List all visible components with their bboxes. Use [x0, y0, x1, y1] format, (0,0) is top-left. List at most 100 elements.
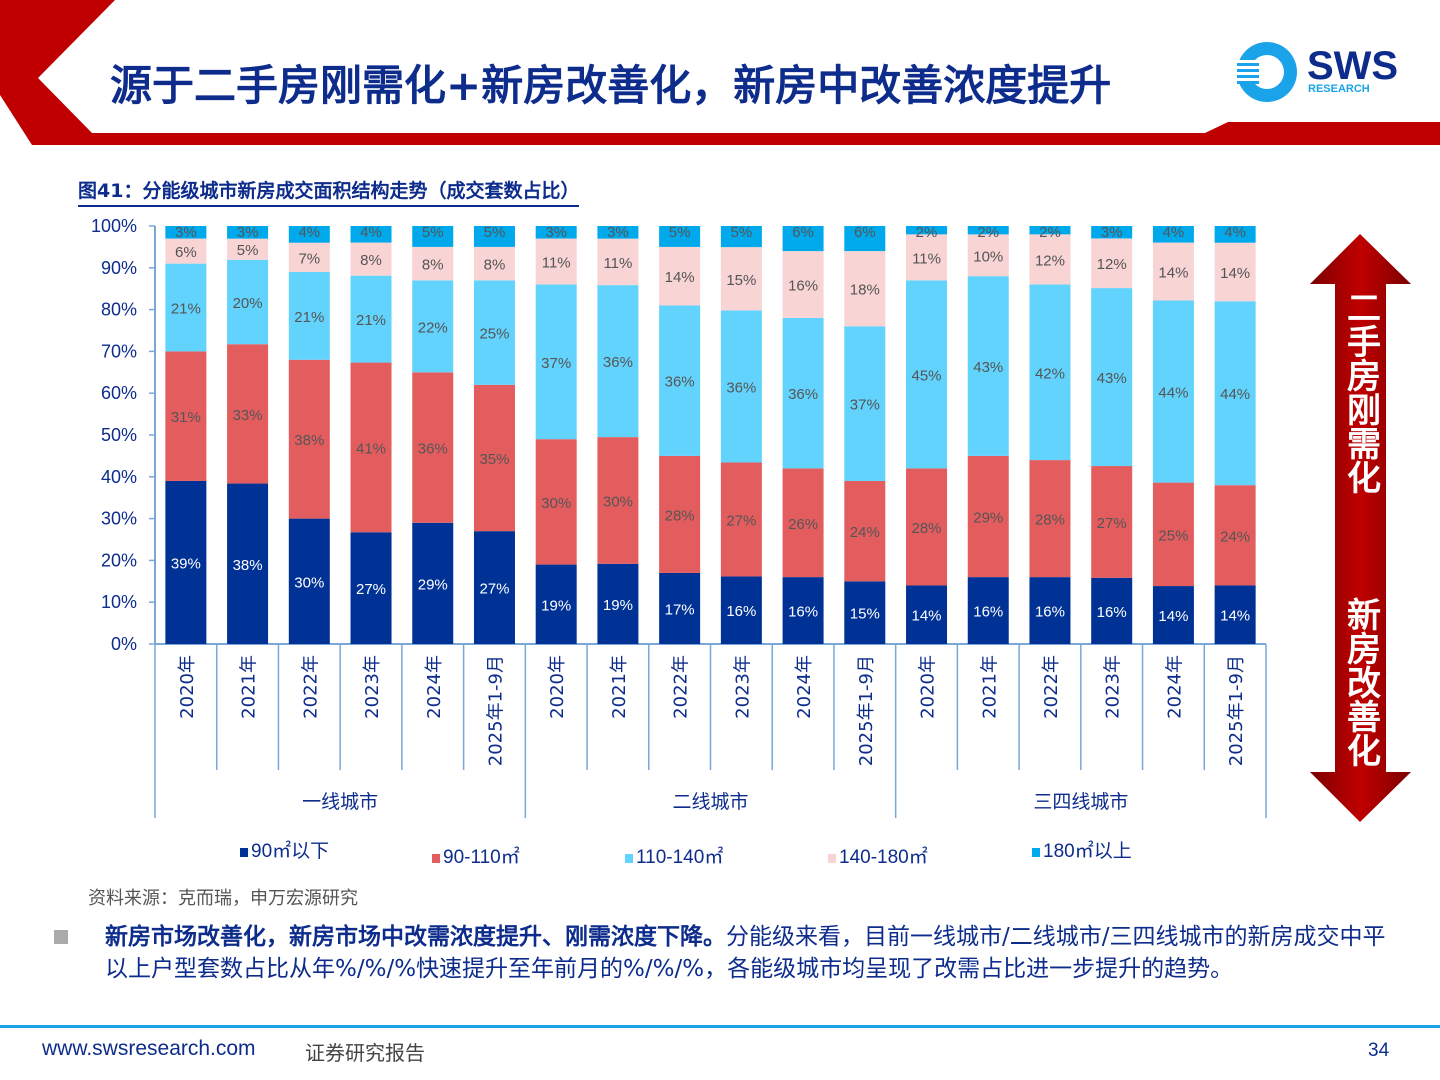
bar-segment — [844, 226, 886, 252]
data-label: 14% — [1220, 265, 1250, 282]
bar-segment — [1152, 482, 1194, 587]
bar-segment — [1152, 226, 1194, 243]
data-label: 15% — [726, 272, 756, 289]
y-tick-label: 60% — [101, 383, 137, 403]
data-label: 33% — [233, 407, 263, 424]
data-label: 25% — [1158, 527, 1188, 544]
data-label: 11% — [542, 255, 571, 272]
bar-segment — [597, 238, 639, 286]
data-label: 12% — [1035, 252, 1065, 269]
bar-segment — [1029, 226, 1071, 235]
y-tick-label: 20% — [101, 550, 137, 570]
data-label: 27% — [356, 581, 386, 598]
data-label: 5% — [731, 224, 753, 241]
bar-segment — [535, 284, 577, 440]
data-label: 3% — [545, 224, 567, 241]
bar-segment — [967, 276, 1009, 456]
data-label: 6% — [792, 224, 814, 241]
sws-logo: SWS RESEARCH — [1232, 38, 1412, 108]
legend-item-180-above: 180㎡以上 — [1032, 836, 1132, 863]
footer-url[interactable]: www.swsresearch.com — [42, 1037, 256, 1060]
data-label: 38% — [233, 557, 263, 574]
data-label: 21% — [171, 301, 201, 318]
bar-segment — [1214, 301, 1256, 486]
bar-segment — [906, 280, 948, 469]
data-label: 28% — [665, 507, 695, 524]
bar-segment — [1091, 466, 1133, 578]
bar-segment — [412, 372, 454, 523]
data-label: 26% — [788, 516, 818, 533]
bar-segment — [720, 310, 762, 463]
legend-label: 110-140㎡ — [636, 847, 724, 868]
y-tick-label: 10% — [101, 592, 137, 612]
data-label: 44% — [1158, 385, 1188, 402]
data-label: 21% — [294, 309, 324, 326]
data-label: 5% — [669, 224, 691, 241]
bar-segment — [659, 572, 701, 644]
bar-segment — [473, 246, 515, 281]
data-label: 7% — [298, 250, 320, 267]
source-note: 资料来源：克而瑞，申万宏源研究 — [88, 888, 358, 909]
bar-segment — [597, 285, 639, 438]
data-label: 16% — [788, 278, 818, 295]
data-label: 30% — [541, 495, 571, 512]
bar-segment — [1091, 288, 1133, 467]
bar-segment — [1214, 226, 1256, 243]
figure-title: 图41：分能级城市新房成交面积结构走势（成交套数占比） — [78, 176, 580, 207]
bar-segment — [906, 468, 948, 586]
x-tick-label: 2023年 — [732, 655, 753, 719]
bar-segment — [165, 238, 207, 264]
data-label: 27% — [726, 512, 756, 529]
bar-segment — [720, 462, 762, 577]
bullet-icon — [54, 930, 68, 944]
bar-segment — [844, 581, 886, 644]
data-label: 6% — [854, 224, 876, 241]
page-title: 源于二手房刚需化+新房改善化，新房中改善浓度提升 — [110, 61, 1112, 110]
data-label: 4% — [298, 224, 320, 241]
bar-segment — [782, 317, 824, 469]
data-label: 29% — [973, 510, 1003, 527]
group-label: 一线城市 — [302, 791, 378, 813]
x-tick-label: 2024年 — [794, 655, 815, 719]
data-label: 37% — [850, 397, 880, 414]
bar-segment — [412, 246, 454, 281]
body-bold-text: 新房市场改善化，新房市场中改需浓度提升、刚需浓度下降。 — [105, 924, 726, 950]
bar-segment — [165, 480, 207, 644]
data-label: 14% — [1220, 608, 1250, 625]
body-text: 分能级来看，目前一线城市/二线城市/三四线城市的新房成交中平以上户型套数占比从年… — [105, 924, 1386, 982]
data-label: 37% — [541, 355, 571, 372]
bar-segment — [1152, 300, 1194, 483]
x-tick-label: 2025年1-9月 — [1226, 655, 1247, 766]
legend-label: 90㎡以下 — [251, 841, 330, 862]
page-number: 34 — [1368, 1040, 1390, 1061]
y-tick-label: 40% — [101, 467, 137, 487]
x-tick-label: 2021年 — [979, 655, 1000, 719]
bar-segment — [165, 351, 207, 481]
bar-segment — [288, 242, 330, 272]
data-label: 17% — [665, 601, 695, 618]
logo-mark-icon — [1237, 42, 1297, 102]
bar-segment — [227, 226, 269, 239]
stacked-bar-chart: 0% 10% 20% 30% 40% 50% 60% 70% 80% 90% 100% 一线城市 二线城… — [91, 216, 1267, 818]
bar-segment — [782, 251, 824, 318]
bar-segment — [720, 247, 762, 311]
data-label: 31% — [171, 409, 201, 426]
data-label: 2% — [916, 224, 938, 241]
bar-segment — [1214, 485, 1256, 586]
bar-segment — [412, 280, 454, 373]
bar-segment — [597, 437, 639, 564]
bar-segment — [967, 226, 1009, 235]
data-label: 2% — [1039, 224, 1061, 241]
bar-segment — [412, 226, 454, 247]
data-label: 19% — [603, 597, 633, 614]
data-label: 28% — [912, 520, 942, 537]
bar-segment — [350, 532, 392, 644]
bar-segment — [1091, 226, 1133, 239]
data-label: 41% — [356, 440, 386, 457]
bar-segment — [906, 585, 948, 644]
y-tick-label: 0% — [111, 634, 137, 654]
data-label: 5% — [422, 224, 444, 241]
data-label: 45% — [912, 367, 942, 384]
bar-segment — [1091, 577, 1133, 644]
x-tick-label: 2022年 — [1041, 655, 1062, 719]
